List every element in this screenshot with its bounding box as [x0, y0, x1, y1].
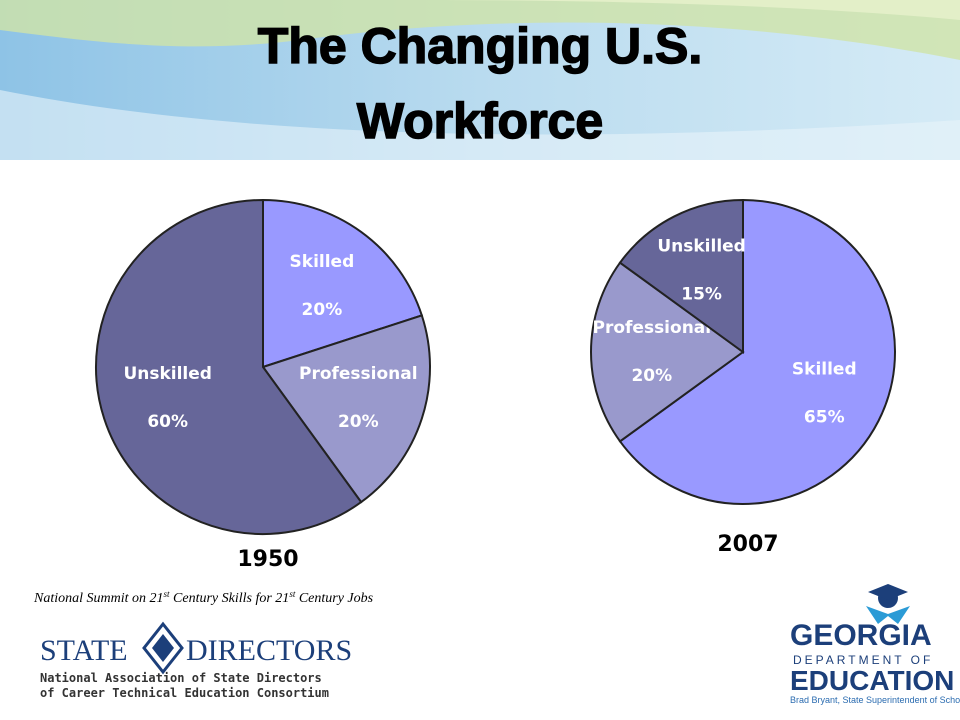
source-text: Century Jobs: [295, 591, 373, 606]
pie-slice: [95, 198, 363, 535]
slide-title: The Changing U.S.: [258, 18, 702, 74]
logo-text: National Association of State Directors: [40, 671, 322, 685]
slice-value: 20%: [302, 300, 343, 320]
slice-label: Professional: [299, 364, 418, 384]
slice-label: Skilled: [792, 359, 857, 379]
chart-year: 1950: [237, 547, 298, 572]
slice-label: Skilled: [290, 252, 355, 272]
pie-slice: [618, 198, 744, 354]
logo-text: GEORGIA: [790, 619, 932, 652]
pie-slice: [590, 261, 745, 443]
source-text: Century Skills for 21: [170, 591, 290, 606]
source-note: National Summit on 21st Century Skills f…: [33, 589, 374, 606]
slice-label: Professional: [593, 318, 712, 338]
slice-value: 65%: [804, 407, 845, 427]
state-directors-logo: STATE DIRECTORS National Association of …: [40, 621, 352, 700]
slice-label: Unskilled: [123, 364, 212, 384]
slice-value: 20%: [338, 412, 379, 432]
banner: [0, 0, 960, 160]
slide-title: Workforce: [357, 93, 603, 149]
logo-text: of Career Technical Education Consortium: [40, 686, 329, 700]
pie-slice: [262, 198, 424, 369]
charts: Skilled 20% Professional 20% Unskilled 60% 195…: [95, 198, 896, 572]
slice-value: 15%: [681, 285, 722, 305]
pie-slice: [261, 314, 431, 504]
logo-text: STATE: [40, 634, 128, 667]
logo-text: EDUCATION: [790, 665, 954, 696]
logo-text: DIRECTORS: [186, 634, 352, 667]
pie-slice: [618, 198, 896, 505]
slice-value: 20%: [631, 366, 672, 386]
source-text: National Summit on 21: [33, 591, 164, 606]
slice-label: Unskilled: [657, 237, 746, 257]
logo-text: DEPARTMENT OF: [793, 653, 933, 667]
slice-value: 60%: [147, 412, 188, 432]
source-sup: st: [164, 589, 171, 599]
chart-year: 2007: [717, 532, 778, 557]
logo-text: Brad Bryant, State Superintendent of Sch…: [790, 695, 960, 705]
source-sup: st: [289, 589, 296, 599]
georgia-logo: GEORGIA DEPARTMENT OF EDUCATION Brad Bry…: [790, 584, 960, 705]
